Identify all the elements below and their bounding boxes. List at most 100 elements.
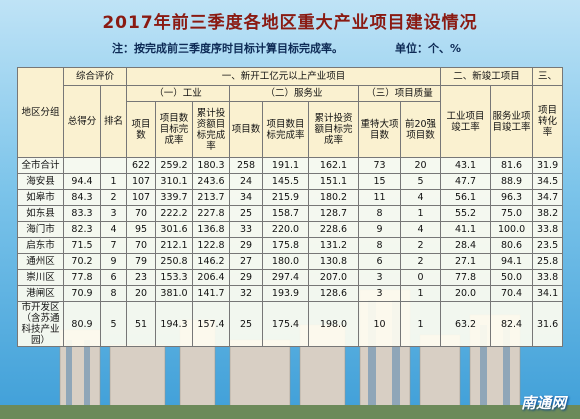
cell: 180.0 [262,253,310,270]
cell: 82.4 [490,301,534,347]
cell: 158.7 [262,205,310,222]
cell: 9 [99,253,128,270]
cell: 206.4 [192,269,231,286]
cell: 297.4 [262,269,310,286]
header-cell: 排名 [99,85,128,158]
cell: 250.8 [155,253,194,270]
cell: 1 [400,205,442,222]
cell: 381.0 [155,285,194,302]
cell: 258 [229,157,264,174]
cell: 151.1 [308,173,360,190]
cell: 70.4 [490,285,534,302]
cell: 3 [358,285,402,302]
cell: 9 [358,221,402,238]
cell: 34.7 [532,189,564,206]
cell: 41.1 [440,221,492,238]
unit: 单位：个、% [395,42,462,55]
cell: 107 [126,189,157,206]
table-row: 港闸区 70.9 8 20 381.0 141.7 32 193.9 128.6 3 1 20.0 70… [17,285,564,302]
cell: 198.0 [308,301,360,347]
cell: 83.3 [63,205,101,222]
cell: 82.3 [63,221,101,238]
header-cell: 项目数目标完成率 [155,101,194,158]
header-cell: 服务业项目竣工率 [490,85,534,158]
cell: 1 [400,285,442,302]
title: 2017年前三季度各地区重大产业项目建设情况 [102,13,478,33]
cell: 153.3 [155,269,194,286]
cell: 128.6 [308,285,360,302]
cell: 28.4 [440,237,492,254]
cell: 71.5 [63,237,101,254]
cell: 310.1 [155,173,194,190]
table-row: 启东市 71.5 7 70 212.1 122.8 29 175.8 131.2 8 2 28.4 80… [17,237,564,254]
cell: 25.8 [532,253,564,270]
table-row: 海门市 82.3 4 95 301.6 136.8 33 220.0 228.6 9 4 41.1 10… [17,221,564,238]
cell: 10 [358,301,402,347]
cell: 3 [99,205,128,222]
cell: 63.2 [440,301,492,347]
header-cell: 工业项目竣工率 [440,85,492,158]
header-cell: 项目转化率 [532,85,564,158]
cell: 146.2 [192,253,231,270]
table-row: 全市合计 622 259.2 180.3 258 191.1 162.1 73 20 43.1 81… [17,157,564,174]
cell: 47.7 [440,173,492,190]
cell: 212.1 [155,237,194,254]
cell: 23.5 [532,237,564,254]
cell: 70.9 [63,285,101,302]
cell: 8 [358,205,402,222]
cell: 77.8 [63,269,101,286]
cell: 海安县 [17,173,64,190]
cell: 130.8 [308,253,360,270]
table-row: 市开发区（含苏通科技产业园） 80.9 5 51 194.3 157.4 25 175.4 19… [17,301,564,347]
cell: 4 [400,189,442,206]
cell: 2 [400,253,442,270]
cell: 海门市 [17,221,64,238]
cell: 38.2 [532,205,564,222]
cell: 80.6 [490,237,534,254]
cell: 7 [99,237,128,254]
cell: 95 [126,221,157,238]
cell: 31.6 [532,301,564,347]
data-table: 地区分组 综合评价 一、新开工亿元以上产业项目 二、新竣工项目 三、 总得分 排… [17,67,564,347]
cell: 622 [126,157,157,174]
cell: 339.7 [155,189,194,206]
cell: 227.8 [192,205,231,222]
cell: 81.6 [490,157,534,174]
cell: 191.1 [262,157,310,174]
cell: 通州区 [17,253,64,270]
empty-cell [63,157,101,174]
cell: 25 [229,205,264,222]
empty-cell [99,157,128,174]
cell: 市开发区（含苏通科技产业园） [17,301,64,347]
cell: 55.2 [440,205,492,222]
cell: 2 [400,237,442,254]
cell: 27 [229,253,264,270]
header-cell: 一、新开工亿元以上产业项目 [126,67,442,86]
cell: 8 [99,285,128,302]
cell: 崇川区 [17,269,64,286]
cell: 5 [400,173,442,190]
cell: 180.2 [308,189,360,206]
cell: 84.3 [63,189,101,206]
cell: 122.8 [192,237,231,254]
cell: 3 [358,269,402,286]
cell: 94.4 [63,173,101,190]
cell: 43.1 [440,157,492,174]
table-row: 崇川区 77.8 6 23 153.3 206.4 29 297.4 207.0 3 0 77.8 50… [17,269,564,286]
cell: 港闸区 [17,285,64,302]
cell: 31.9 [532,157,564,174]
cell: 2 [99,189,128,206]
cell: 27.1 [440,253,492,270]
header-cell: 项目数 [126,101,157,158]
cell: 193.9 [262,285,310,302]
header-cell: 地区分组 [17,67,64,158]
cell: 141.7 [192,285,231,302]
header-cell: 重特大项目数 [358,101,402,158]
cell: 162.1 [308,157,360,174]
cell: 6 [358,253,402,270]
cell: 228.6 [308,221,360,238]
cell: 34.1 [532,285,564,302]
cell: 如皋市 [17,189,64,206]
cell: 77.8 [440,269,492,286]
cell: 15 [358,173,402,190]
